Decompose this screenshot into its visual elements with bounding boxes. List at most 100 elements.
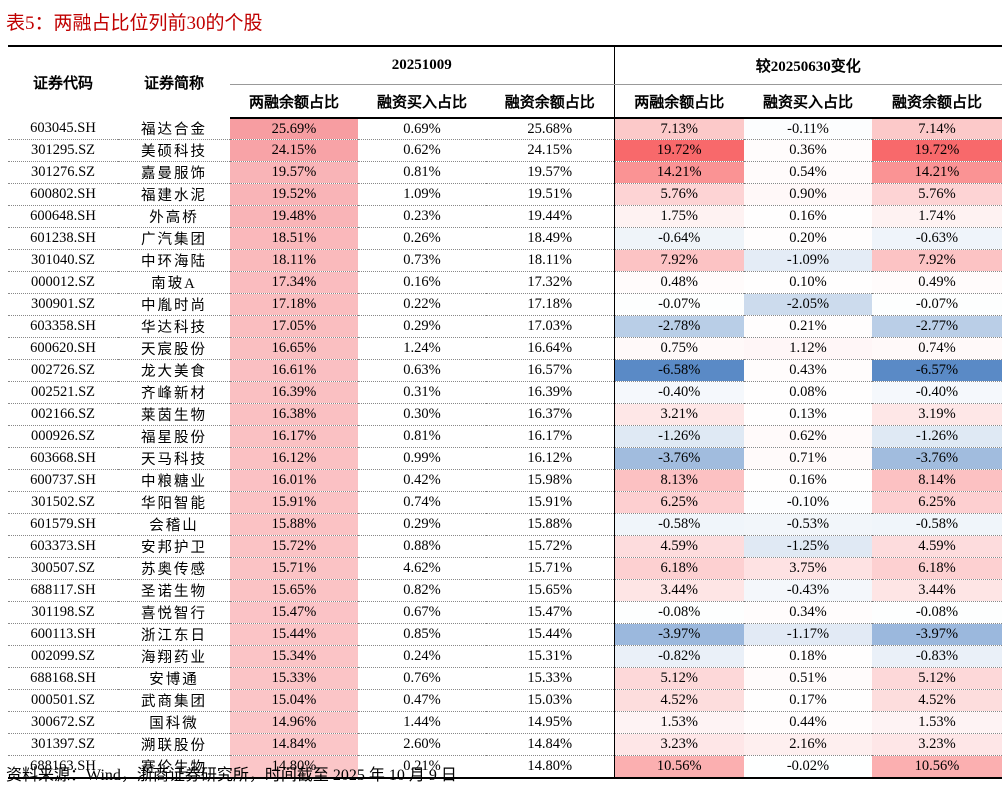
stock-name: 福星股份 [118, 425, 230, 448]
ratio-cell: 14.80% [486, 755, 614, 779]
stock-name: 中胤时尚 [118, 293, 230, 316]
ratio-cell: 7.92% [613, 249, 744, 272]
ratio-cell: 6.18% [613, 557, 744, 580]
ratio-cell: 0.34% [744, 601, 872, 624]
ratio-cell: 17.32% [486, 271, 614, 294]
stock-code: 603668.SH [8, 447, 118, 470]
table-row: 002166.SZ 莱茵生物 16.38% 0.30% 16.37% 3.21% 0.13%… [8, 403, 1002, 426]
ratio-cell: 4.52% [613, 689, 744, 712]
ratio-cell: 0.30% [358, 403, 486, 426]
ratio-cell: 0.20% [744, 227, 872, 250]
stock-code: 300901.SZ [8, 293, 118, 316]
ratio-cell: -0.82% [613, 645, 744, 668]
ratio-cell: 0.81% [358, 161, 486, 184]
ratio-cell: 16.37% [486, 403, 614, 426]
ratio-cell: 3.21% [613, 403, 744, 426]
table-row: 600737.SH 中粮糖业 16.01% 0.42% 15.98% 8.13% 0.16%… [8, 469, 1002, 492]
ratio-cell: 15.72% [486, 535, 614, 558]
ratio-cell: -1.25% [744, 535, 872, 558]
ratio-cell: 15.91% [486, 491, 614, 514]
ratio-cell: 18.11% [230, 249, 358, 272]
ratio-cell: 4.59% [872, 535, 1002, 558]
stock-code: 600802.SH [8, 183, 118, 206]
ratio-cell: 0.90% [744, 183, 872, 206]
table-row: 301502.SZ 华阳智能 15.91% 0.74% 15.91% 6.25% -0.10… [8, 491, 1002, 514]
stock-name: 中粮糖业 [118, 469, 230, 492]
ratio-cell: 15.65% [230, 579, 358, 602]
ratio-cell: 5.12% [613, 667, 744, 690]
ratio-cell: 17.34% [230, 271, 358, 294]
ratio-cell: 1.24% [358, 337, 486, 360]
ratio-cell: 15.33% [486, 667, 614, 690]
ratio-cell: -1.09% [744, 249, 872, 272]
ratio-cell: 0.85% [358, 623, 486, 646]
stock-name: 华阳智能 [118, 491, 230, 514]
table-row: 000012.SZ 南玻A 17.34% 0.16% 17.32% 0.48% 0.10% 0… [8, 271, 1002, 294]
ratio-cell: 0.88% [358, 535, 486, 558]
ratio-cell: 16.65% [230, 337, 358, 360]
stock-name: 溯联股份 [118, 733, 230, 756]
ratio-cell: 0.74% [872, 337, 1002, 360]
ratio-cell: 0.71% [744, 447, 872, 470]
table: 证券代码 证券简称 20251009 较20250630变化 两融余额占比 融资买… [8, 45, 1002, 779]
column-header: 融资买入占比 [358, 84, 486, 119]
ratio-cell: 14.21% [872, 161, 1002, 184]
stock-name: 外高桥 [118, 205, 230, 228]
ratio-cell: -1.26% [872, 425, 1002, 448]
stock-name: 福达合金 [118, 118, 230, 140]
ratio-cell: 7.92% [872, 249, 1002, 272]
ratio-cell: 2.60% [358, 733, 486, 756]
ratio-cell: -0.58% [872, 513, 1002, 536]
ratio-cell: 24.15% [230, 139, 358, 162]
ratio-cell: 16.39% [230, 381, 358, 404]
stock-name: 安邦护卫 [118, 535, 230, 558]
ratio-cell: 8.13% [613, 469, 744, 492]
ratio-cell: 0.21% [744, 315, 872, 338]
stock-code: 002521.SZ [8, 381, 118, 404]
ratio-cell: 0.16% [744, 205, 872, 228]
ratio-cell: -0.40% [872, 381, 1002, 404]
ratio-cell: 15.33% [230, 667, 358, 690]
stock-name: 浙江东日 [118, 623, 230, 646]
stock-code: 600113.SH [8, 623, 118, 646]
ratio-cell: 3.19% [872, 403, 1002, 426]
ratio-cell: 0.43% [744, 359, 872, 382]
ratio-cell: 15.71% [486, 557, 614, 580]
ratio-cell: 14.95% [486, 711, 614, 734]
table-row: 000501.SZ 武商集团 15.04% 0.47% 15.03% 4.52% 0.17%… [8, 689, 1002, 712]
table-row: 600113.SH 浙江东日 15.44% 0.85% 15.44% -3.97% -1.1… [8, 623, 1002, 646]
stock-code: 688168.SH [8, 667, 118, 690]
stock-name: 嘉曼服饰 [118, 161, 230, 184]
table-row: 603668.SH 天马科技 16.12% 0.99% 16.12% -3.76% 0.71… [8, 447, 1002, 470]
ratio-cell: -0.11% [744, 118, 872, 140]
ratio-cell: 3.44% [613, 579, 744, 602]
stock-code: 002726.SZ [8, 359, 118, 382]
ratio-cell: 0.31% [358, 381, 486, 404]
ratio-cell: 15.34% [230, 645, 358, 668]
column-header: 两融余额占比 [613, 84, 744, 119]
stock-name: 福建水泥 [118, 183, 230, 206]
ratio-cell: -0.08% [872, 601, 1002, 624]
stock-code: 603358.SH [8, 315, 118, 338]
ratio-cell: 0.69% [358, 118, 486, 140]
header-group: 较20250630变化 [613, 45, 1002, 85]
ratio-cell: -0.08% [613, 601, 744, 624]
ratio-cell: 0.62% [358, 139, 486, 162]
ratio-cell: 5.76% [613, 183, 744, 206]
stock-code: 002166.SZ [8, 403, 118, 426]
ratio-cell: -2.78% [613, 315, 744, 338]
stock-name: 美硕科技 [118, 139, 230, 162]
ratio-cell: 19.72% [872, 139, 1002, 162]
ratio-cell: 0.13% [744, 403, 872, 426]
stock-name: 圣诺生物 [118, 579, 230, 602]
stock-code: 601238.SH [8, 227, 118, 250]
table-row: 300672.SZ 国科微 14.96% 1.44% 14.95% 1.53% 0.44% 1… [8, 711, 1002, 734]
ratio-cell: 15.03% [486, 689, 614, 712]
ratio-cell: -2.05% [744, 293, 872, 316]
ratio-cell: 0.21% [358, 755, 486, 779]
ratio-cell: -0.64% [613, 227, 744, 250]
ratio-cell: 14.96% [230, 711, 358, 734]
ratio-cell: 17.18% [230, 293, 358, 316]
table-row: 603373.SH 安邦护卫 15.72% 0.88% 15.72% 4.59% -1.25… [8, 535, 1002, 558]
